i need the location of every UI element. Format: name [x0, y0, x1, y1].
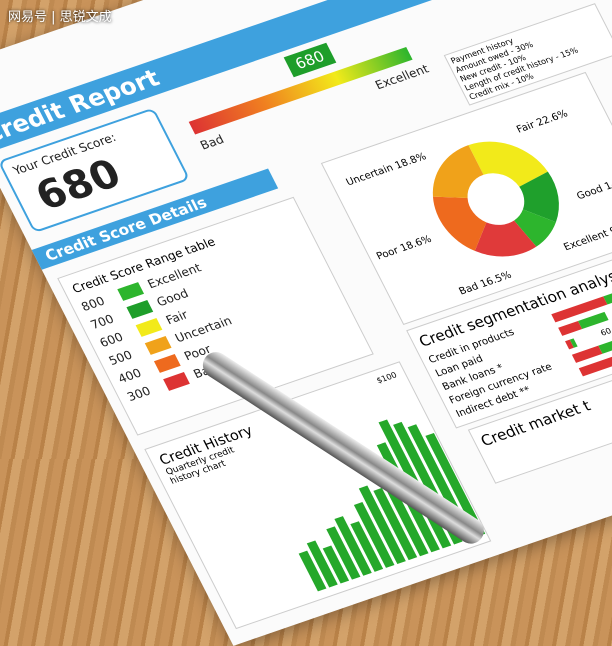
- pie-box: Fair 22.6% Good 14.5% Excellent 9% Bad 16.5…: [320, 71, 612, 326]
- pie-label: Uncertain 18.8%: [344, 151, 428, 188]
- pie-slice: [474, 220, 537, 257]
- pie-slice: [468, 141, 548, 187]
- pie-slice: [514, 209, 556, 247]
- gauge-bad: Bad: [197, 132, 227, 153]
- pie-label: Fair 22.6%: [515, 109, 570, 136]
- range-swatch: [117, 282, 145, 301]
- pie-label: Good 14.5%: [575, 172, 612, 202]
- pie-label: Bad 16.5%: [457, 270, 513, 297]
- pie-label: Poor 18.6%: [375, 234, 434, 262]
- pie-chart: Fair 22.6% Good 14.5% Excellent 9% Bad 16.5…: [344, 109, 612, 298]
- pie-slice: [432, 145, 484, 198]
- pie-slice: [432, 196, 487, 251]
- pie-slice: [519, 171, 559, 223]
- watermark: 网易号 | 思锐文成: [8, 10, 112, 25]
- pie-label: Excellent 9%: [562, 222, 612, 253]
